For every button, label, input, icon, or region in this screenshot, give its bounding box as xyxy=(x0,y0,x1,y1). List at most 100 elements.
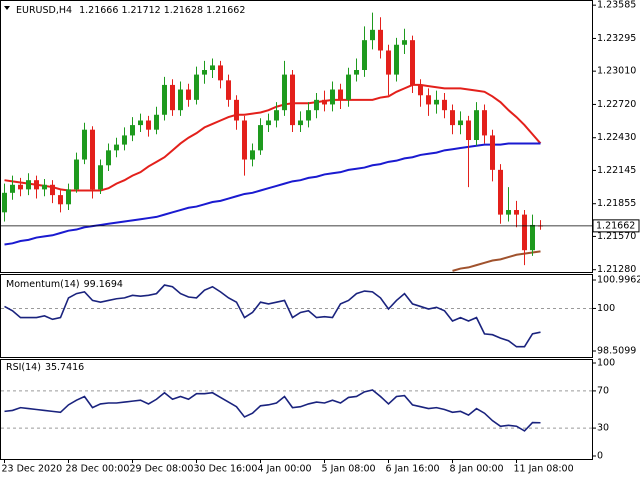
candle-body xyxy=(242,120,247,160)
candle-body xyxy=(426,95,431,105)
candle-body xyxy=(434,99,439,105)
rsi-panel-frame xyxy=(0,359,593,460)
open-value: 1.21666 xyxy=(79,5,118,16)
x-tick-label: 29 Dec 08:00 xyxy=(130,464,194,475)
candle-body xyxy=(474,110,479,141)
x-tick-label: 23 Dec 2020 xyxy=(2,464,63,475)
candle-body xyxy=(530,224,535,251)
y-tick-label: 98.5099 xyxy=(597,346,636,357)
candle-body xyxy=(82,129,87,160)
candle-body xyxy=(314,99,319,111)
candle-body xyxy=(2,192,7,213)
x-tick-label: 30 Dec 16:00 xyxy=(194,464,258,475)
candle-body xyxy=(354,70,359,75)
indicator-name: Momentum(14) xyxy=(6,279,80,290)
candle-body xyxy=(322,99,327,105)
chart-header: EURUSD,H4 1.21666 1.21712 1.21628 1.2166… xyxy=(16,5,245,16)
candle-body xyxy=(234,99,239,121)
candle-body xyxy=(306,110,311,121)
candle-body xyxy=(90,129,95,190)
indicator-title: RSI(14) 35.7416 xyxy=(6,362,84,373)
indicator-line xyxy=(452,250,541,272)
y-tick-label: 1.23585 xyxy=(597,0,636,11)
candle-body xyxy=(442,99,447,111)
candle-body xyxy=(298,120,303,126)
candle-body xyxy=(194,74,199,100)
candle-body xyxy=(226,80,231,100)
candle-body xyxy=(266,120,271,126)
x-tick-label: 6 Jan 16:00 xyxy=(386,464,440,475)
low-value: 1.21628 xyxy=(164,5,203,16)
y-tick-label: 70 xyxy=(597,385,609,396)
candle-body xyxy=(274,110,279,121)
candle-body xyxy=(394,44,399,75)
x-tick-label: 5 Jan 08:00 xyxy=(322,464,376,475)
candle-body xyxy=(458,120,463,126)
candle-body xyxy=(98,165,103,190)
price-panel-frame xyxy=(0,0,593,273)
candle-body xyxy=(162,84,167,115)
y-tick-label: 1.21570 xyxy=(597,231,636,242)
x-tick-label: 8 Jan 00:00 xyxy=(450,464,504,475)
candle-body xyxy=(122,135,127,145)
y-tick-label: 1.23010 xyxy=(597,66,636,77)
candle-body xyxy=(26,180,31,190)
candle-body xyxy=(466,120,471,141)
candle-body xyxy=(482,110,487,136)
candle-body xyxy=(18,184,23,190)
candle-body xyxy=(10,184,15,193)
candle-body xyxy=(202,70,207,75)
candle-body xyxy=(218,65,223,81)
x-tick-label: 28 Dec 00:00 xyxy=(66,464,130,475)
symbol-title: EURUSD,H4 xyxy=(16,5,72,16)
indicator-title: Momentum(14) 99.1694 xyxy=(6,279,123,290)
candle-body xyxy=(506,210,511,215)
indicator-line xyxy=(4,389,541,432)
candle-body xyxy=(106,150,111,166)
candle-body xyxy=(290,74,295,126)
candle-body xyxy=(154,114,159,130)
candle-body xyxy=(250,150,255,160)
y-tick-label: 30 xyxy=(597,423,609,434)
candle-body xyxy=(410,40,415,85)
candle-body xyxy=(338,89,343,100)
candle-body xyxy=(498,169,503,215)
candle-body xyxy=(170,84,175,111)
indicator-name: RSI(14) xyxy=(6,362,41,373)
y-tick-label: 100 xyxy=(597,303,615,314)
high-value: 1.21712 xyxy=(121,5,160,16)
candle-body xyxy=(178,89,183,111)
candle-body xyxy=(138,120,143,126)
candle-body xyxy=(58,195,63,205)
candle-body xyxy=(402,40,407,45)
y-tick-label: 0 xyxy=(597,451,603,462)
candle-body xyxy=(346,74,351,100)
candle-body xyxy=(330,89,335,105)
candle-body xyxy=(522,214,527,251)
indicator-value: 35.7416 xyxy=(45,362,84,373)
x-tick-label: 4 Jan 00:00 xyxy=(258,464,312,475)
candle-body xyxy=(370,29,375,41)
y-tick-label: 1.22430 xyxy=(597,132,636,143)
candle-body xyxy=(50,184,55,196)
current-price-label: 1.21662 xyxy=(596,220,635,231)
candle-body xyxy=(114,144,119,151)
candle-body xyxy=(490,135,495,170)
x-tick-label: 11 Jan 08:00 xyxy=(514,464,574,475)
y-tick-label: 1.22145 xyxy=(597,165,636,176)
y-tick-label: 100.9962 xyxy=(597,275,640,286)
candle-body xyxy=(186,89,191,100)
indicator-line xyxy=(4,284,541,348)
indicator-value: 99.1694 xyxy=(84,279,123,290)
candle-body xyxy=(450,110,455,126)
close-value: 1.21662 xyxy=(206,5,245,16)
y-tick-label: 1.21855 xyxy=(597,198,636,209)
y-tick-label: 1.23295 xyxy=(597,33,636,44)
y-tick-label: 1.22720 xyxy=(597,99,636,110)
candle-body xyxy=(130,125,135,136)
current-price-box xyxy=(592,219,640,233)
indicator-line xyxy=(4,83,542,192)
